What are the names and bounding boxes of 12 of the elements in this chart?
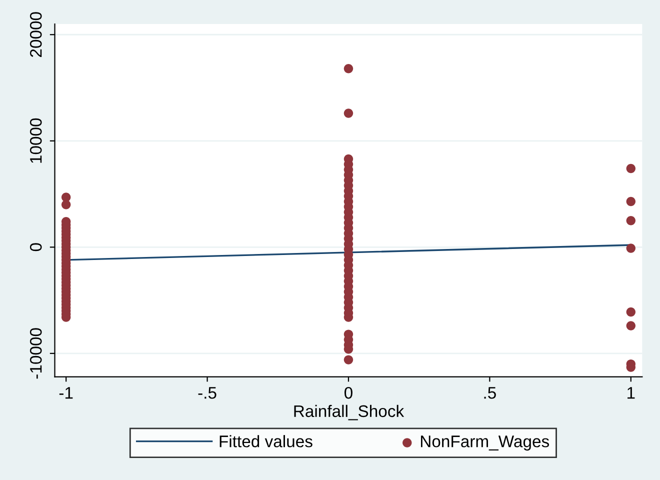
- x-tick-label: -1: [59, 387, 73, 399]
- y-tick-label: 10000: [30, 118, 42, 163]
- x-tick-label: .5: [484, 387, 496, 399]
- x-axis-title: Rainfall_Shock: [294, 404, 404, 420]
- legend-label: NonFarm_Wages: [420, 436, 549, 451]
- x-tick-label: 0: [344, 386, 352, 399]
- y-tick-label: 0: [30, 243, 42, 252]
- y-tick-label: 20000: [30, 12, 42, 57]
- x-tick-label: -.5: [198, 387, 216, 399]
- y-tick-label: -10000: [30, 328, 42, 379]
- legend-label: Fitted values: [220, 435, 312, 448]
- x-tick-label: 1: [628, 387, 635, 399]
